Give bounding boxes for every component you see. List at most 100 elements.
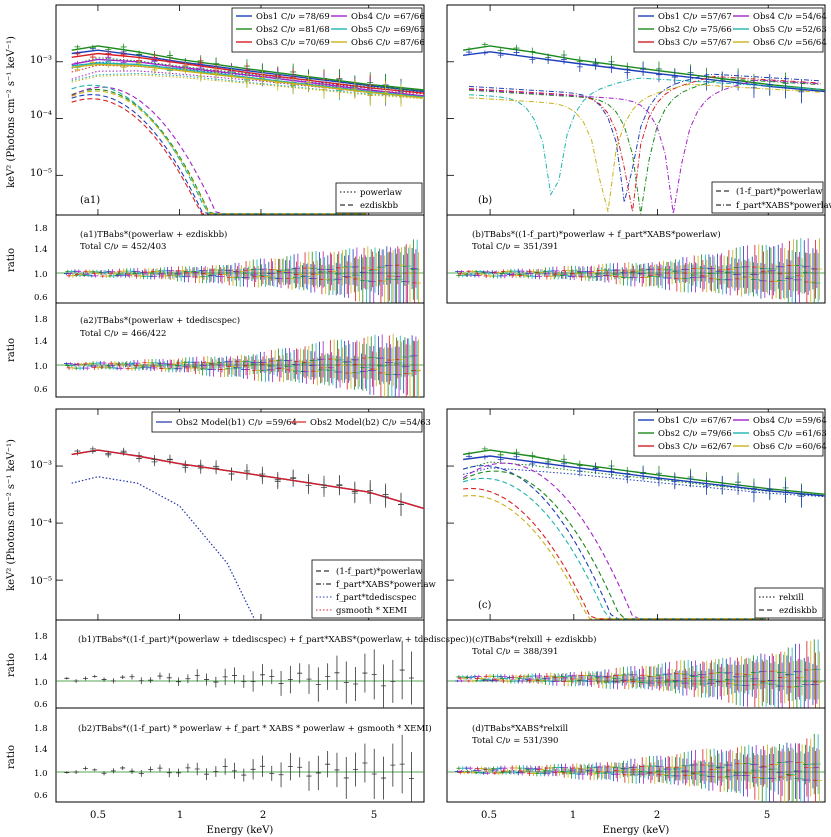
ratio-point <box>494 273 500 279</box>
ratio-point <box>617 762 623 779</box>
ratio-point <box>69 363 75 368</box>
ratio-point <box>478 766 484 771</box>
ratio-point <box>780 263 786 299</box>
ratio-point <box>340 250 346 286</box>
ratio-point <box>343 661 349 704</box>
y-tick: 1.4 <box>34 337 48 347</box>
legend-item: f_part*tdediscspec <box>336 593 417 603</box>
ratio-point <box>477 269 483 273</box>
ratio-point <box>806 253 812 291</box>
ratio-point <box>799 744 805 781</box>
ratio-point <box>78 362 84 366</box>
data-point <box>305 73 312 92</box>
data-point <box>197 459 204 471</box>
powerlaw-component <box>71 57 424 92</box>
ratio-point <box>330 265 336 295</box>
ratio-point <box>512 678 518 684</box>
ratio-point <box>686 261 692 284</box>
ratio-point <box>493 678 499 683</box>
ratio-point <box>187 357 193 368</box>
ratio-point <box>353 752 359 787</box>
absorbed-component <box>468 75 821 212</box>
data-point <box>336 78 343 99</box>
ratio-point <box>565 265 571 276</box>
ratio-point <box>404 338 410 395</box>
x-tick: 0.5 <box>90 810 106 821</box>
ratio-point <box>78 273 84 276</box>
ratio-y-label: ratio <box>6 248 17 272</box>
ratio-point <box>773 654 779 688</box>
ratio-point <box>738 656 744 692</box>
ratio-point <box>278 358 284 378</box>
ratio-point <box>476 768 482 773</box>
ratio-point <box>399 247 405 283</box>
ratio-point <box>185 361 191 373</box>
data-point <box>290 469 297 487</box>
y-tick: 10⁻⁴ <box>30 518 52 529</box>
ratio-point <box>658 667 664 689</box>
ratio-point <box>262 263 268 287</box>
data-point <box>640 466 647 481</box>
ratio-point <box>413 336 419 375</box>
legend-label: Obs2 C/ν =79/66 <box>658 429 732 439</box>
ratio-point <box>320 251 326 288</box>
ratio-point <box>143 269 149 276</box>
ratio-point <box>188 268 194 277</box>
ratio-point <box>816 238 822 300</box>
data-point <box>213 67 220 80</box>
x-tick: 5 <box>371 810 377 821</box>
ratio-point <box>736 759 742 791</box>
ratio-point <box>219 268 225 284</box>
ratio-point <box>607 675 613 690</box>
ratio-point <box>581 675 587 686</box>
ratio-point <box>365 246 371 290</box>
data-point <box>382 485 389 508</box>
ratio-point <box>773 264 779 299</box>
ratio-point <box>738 746 744 782</box>
ratio-point <box>390 659 396 703</box>
ratio-point <box>564 673 570 681</box>
ratio-point <box>362 354 368 389</box>
legend-relxill: relxill <box>779 593 804 603</box>
ratio-point <box>798 238 804 293</box>
data-point <box>351 482 358 504</box>
data-point <box>655 471 662 487</box>
ratio-point <box>94 361 100 366</box>
ratio-point <box>76 269 82 274</box>
ratio-point <box>754 753 760 787</box>
ratio-point <box>634 265 640 278</box>
ratio-point <box>229 360 235 378</box>
ratio-point <box>503 676 509 681</box>
ratio-y-label: ratio <box>6 745 17 769</box>
ratio-point <box>195 267 201 276</box>
ratio-point <box>555 763 561 772</box>
ratio-point <box>753 255 759 294</box>
ratio-point <box>615 766 620 782</box>
ratio-point <box>633 670 639 689</box>
ratio-point <box>406 338 412 376</box>
ratio-point <box>805 238 811 295</box>
ratio-point <box>82 676 88 681</box>
ratio-point <box>745 664 750 707</box>
ratio-point <box>591 673 597 686</box>
ratio-point <box>246 266 252 280</box>
ratio-point <box>295 349 301 380</box>
ratio-point <box>64 677 70 680</box>
ratio-point <box>154 268 160 276</box>
ratio-point <box>390 250 396 303</box>
data-point <box>136 50 143 59</box>
ratio-point <box>719 749 724 786</box>
data-point <box>74 67 81 72</box>
ratio-point <box>730 249 736 289</box>
data-point <box>320 80 327 99</box>
ratio-point <box>271 357 277 375</box>
ratio-point <box>399 341 405 378</box>
ratio-point <box>615 262 620 278</box>
panel-b-spectrum: (b) Obs1 C/ν =57/67 Obs4 C/ν =54/64 Obs2 C… <box>446 4 831 216</box>
ratio-point <box>652 762 658 784</box>
ratio-point <box>606 669 612 684</box>
ratio-point <box>470 770 476 774</box>
ratio-point <box>633 765 639 784</box>
ratio-point <box>77 366 83 371</box>
x-axis-label: Energy (keV) <box>603 825 670 836</box>
